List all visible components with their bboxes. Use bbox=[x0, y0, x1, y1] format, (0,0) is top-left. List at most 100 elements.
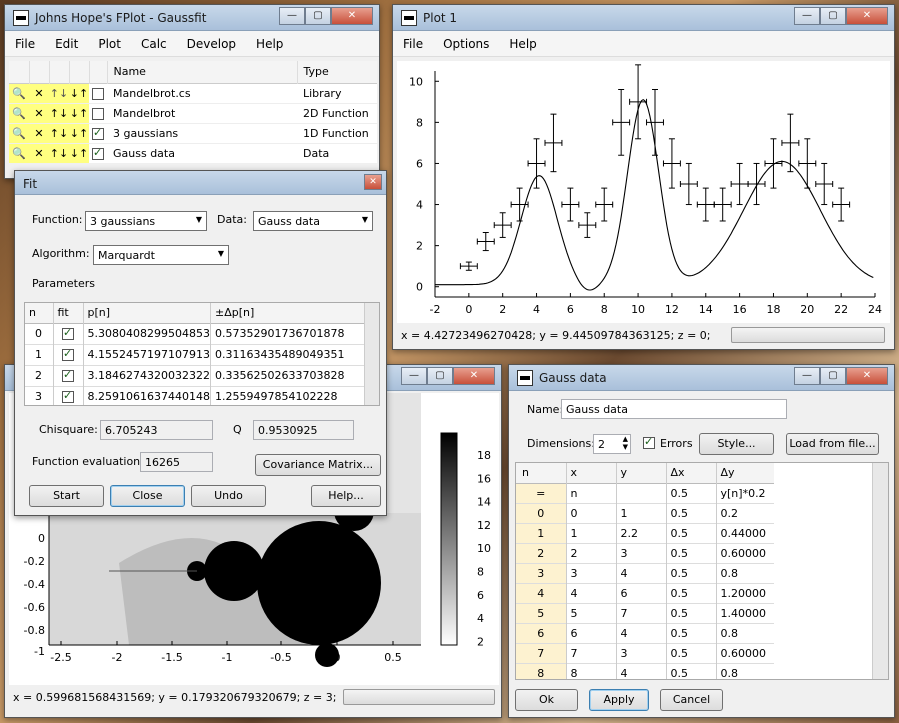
menu-develop[interactable]: Develop bbox=[186, 36, 237, 51]
cell-dy[interactable]: 0.8 bbox=[720, 667, 739, 680]
cell-dy[interactable]: y[n]*0.2 bbox=[720, 486, 766, 500]
dimensions-stepper[interactable]: 2 ▲ ▼ bbox=[593, 434, 631, 454]
column-header-n[interactable]: n bbox=[25, 303, 54, 323]
param-fit-checkbox[interactable] bbox=[62, 389, 74, 404]
table-row[interactable]: 0 0 1 0.5 0.2 bbox=[516, 503, 774, 524]
delete-icon[interactable]: ✕ bbox=[29, 123, 49, 143]
minimize-button[interactable]: — bbox=[794, 7, 820, 25]
cell-dy[interactable]: 1.40000 bbox=[720, 607, 767, 620]
cell-x[interactable]: 7 bbox=[566, 643, 617, 664]
fit-titlebar[interactable]: Fit ✕ bbox=[15, 171, 386, 195]
param-fit-checkbox[interactable] bbox=[62, 326, 74, 340]
table-row[interactable]: 2 2 3 0.5 0.60000 bbox=[516, 543, 774, 564]
cell-y[interactable]: 1 bbox=[616, 503, 667, 524]
magnify-icon[interactable]: 🔍 bbox=[9, 103, 29, 123]
menu-help[interactable]: Help bbox=[256, 36, 284, 51]
move-up-icon[interactable]: ↑↓ bbox=[49, 83, 69, 103]
style-button[interactable]: Style... bbox=[699, 433, 774, 455]
plot1-titlebar[interactable]: Plot 1 — ▢ ✕ bbox=[393, 5, 894, 31]
cell-dy[interactable]: 0.60000 bbox=[720, 647, 767, 660]
menu-file[interactable]: File bbox=[403, 36, 424, 51]
cell-y[interactable]: 6 bbox=[616, 583, 667, 604]
cell-dx[interactable]: 0.5 bbox=[666, 663, 717, 679]
main-titlebar[interactable]: Johns Hope's FPlot - Gaussfit — ▢ ✕ bbox=[5, 5, 379, 31]
column-header-dy[interactable]: Δy bbox=[720, 466, 735, 480]
cell-dx[interactable]: 0.5 bbox=[666, 523, 717, 544]
cell-dx[interactable]: 0.5 bbox=[666, 623, 717, 644]
delete-icon[interactable]: ✕ bbox=[29, 143, 49, 163]
maximize-button[interactable]: ▢ bbox=[427, 367, 453, 385]
item-checkbox[interactable] bbox=[92, 87, 104, 100]
table-row[interactable]: 7 7 3 0.5 0.60000 bbox=[516, 643, 774, 664]
help-button[interactable]: Help... bbox=[311, 485, 381, 507]
menu-help[interactable]: Help bbox=[509, 36, 537, 51]
magnify-icon[interactable]: 🔍 bbox=[9, 123, 29, 143]
cell-y[interactable]: 4 bbox=[616, 623, 667, 644]
magnify-icon[interactable]: 🔍 bbox=[9, 83, 29, 103]
cell-y[interactable]: 7 bbox=[616, 603, 667, 624]
cell-x[interactable]: 5 bbox=[566, 603, 617, 624]
column-header-dp[interactable]: ±Δp[n] bbox=[214, 306, 255, 320]
cell-x[interactable]: 0 bbox=[566, 503, 617, 524]
menu-edit[interactable]: Edit bbox=[55, 36, 79, 51]
cell-dx[interactable]: 0.5 bbox=[666, 643, 717, 664]
maximize-button[interactable]: ▢ bbox=[820, 7, 846, 25]
cell-dy[interactable]: 0.8 bbox=[720, 627, 739, 640]
table-row[interactable]: 0 5.3080408299504853 0.57352901736701878 bbox=[25, 323, 365, 344]
column-header-name[interactable]: Name bbox=[107, 61, 298, 83]
cell-dy[interactable]: 0.2 bbox=[720, 506, 739, 520]
cell-x[interactable]: 8 bbox=[566, 663, 617, 679]
cell-y[interactable]: 4 bbox=[616, 563, 667, 584]
close-button[interactable]: ✕ bbox=[364, 174, 382, 190]
param-value[interactable]: 5.3080408299504853 bbox=[83, 323, 211, 344]
cell-x[interactable]: 6 bbox=[566, 623, 617, 644]
param-fit-checkbox[interactable] bbox=[62, 347, 74, 361]
cell-y[interactable]: 3 bbox=[616, 643, 667, 664]
table-row[interactable]: 4 4 6 0.5 1.20000 bbox=[516, 583, 774, 604]
load-button[interactable]: Load from file... bbox=[786, 433, 879, 455]
cell-x[interactable]: 1 bbox=[566, 523, 617, 544]
table-row[interactable]: 3 8.2591061637440148 1.2559497854102228 bbox=[25, 386, 365, 405]
move-down-icon[interactable]: ↓↑ bbox=[69, 83, 89, 103]
cell-y[interactable]: 3 bbox=[616, 543, 667, 564]
close-button[interactable]: ✕ bbox=[453, 367, 495, 385]
table-row[interactable]: 8 8 4 0.5 0.8 bbox=[516, 663, 774, 680]
column-header-fit[interactable]: fit bbox=[53, 303, 84, 323]
column-header-dx[interactable]: Δx bbox=[666, 463, 717, 483]
column-header-type[interactable]: Type bbox=[303, 65, 329, 79]
close-button[interactable]: Close bbox=[110, 485, 185, 507]
cell-dx[interactable]: 0.5 bbox=[666, 583, 717, 604]
undo-button[interactable]: Undo bbox=[191, 485, 266, 507]
table-row[interactable]: 2 3.1846274320032322 0.33562502633703828 bbox=[25, 365, 365, 386]
table-row[interactable]: 1 1 2.2 0.5 0.44000 bbox=[516, 523, 774, 544]
list-item[interactable]: 🔍 ✕ ↑↓ ↓↑ Gauss data Data bbox=[9, 143, 377, 163]
cell-dx[interactable]: 0.5 bbox=[666, 563, 717, 584]
close-button[interactable]: ✕ bbox=[846, 7, 888, 25]
column-header-y[interactable]: y bbox=[616, 463, 667, 483]
table-row[interactable]: 6 6 4 0.5 0.8 bbox=[516, 623, 774, 644]
maximize-button[interactable]: ▢ bbox=[305, 7, 331, 25]
item-checkbox[interactable] bbox=[92, 146, 104, 160]
table-row[interactable]: 1 4.1552457197107913 0.31163435489049351 bbox=[25, 344, 365, 365]
spin-arrows-icon[interactable]: ▲ ▼ bbox=[622, 435, 628, 451]
column-header-n[interactable]: n bbox=[516, 463, 567, 483]
column-header-p[interactable]: p[n] bbox=[83, 303, 211, 323]
list-item[interactable]: 🔍 ✕ ↑↓ ↓↑ 3 gaussians 1D Function bbox=[9, 123, 377, 143]
close-button[interactable]: ✕ bbox=[331, 7, 373, 25]
menu-calc[interactable]: Calc bbox=[140, 36, 167, 51]
move-up-icon[interactable]: ↑↓ bbox=[49, 143, 69, 163]
cancel-button[interactable]: Cancel bbox=[660, 689, 723, 711]
item-checkbox[interactable] bbox=[92, 126, 104, 140]
name-input[interactable]: Gauss data bbox=[561, 399, 787, 419]
param-value[interactable]: 8.2591061637440148 bbox=[83, 386, 211, 405]
gauss-titlebar[interactable]: Gauss data — ▢ ✕ bbox=[509, 365, 894, 391]
move-down-icon[interactable]: ↓↑ bbox=[69, 143, 89, 163]
minimize-button[interactable]: — bbox=[794, 367, 820, 385]
data-select[interactable]: Gauss data bbox=[253, 211, 373, 231]
covariance-button[interactable]: Covariance Matrix... bbox=[255, 454, 381, 476]
list-item[interactable]: 🔍 ✕ ↑↓ ↓↑ Mandelbrot 2D Function bbox=[9, 103, 377, 123]
column-header-x[interactable]: x bbox=[566, 463, 617, 483]
menu-file[interactable]: File bbox=[15, 36, 36, 51]
parameters-scrollbar[interactable] bbox=[364, 303, 379, 405]
